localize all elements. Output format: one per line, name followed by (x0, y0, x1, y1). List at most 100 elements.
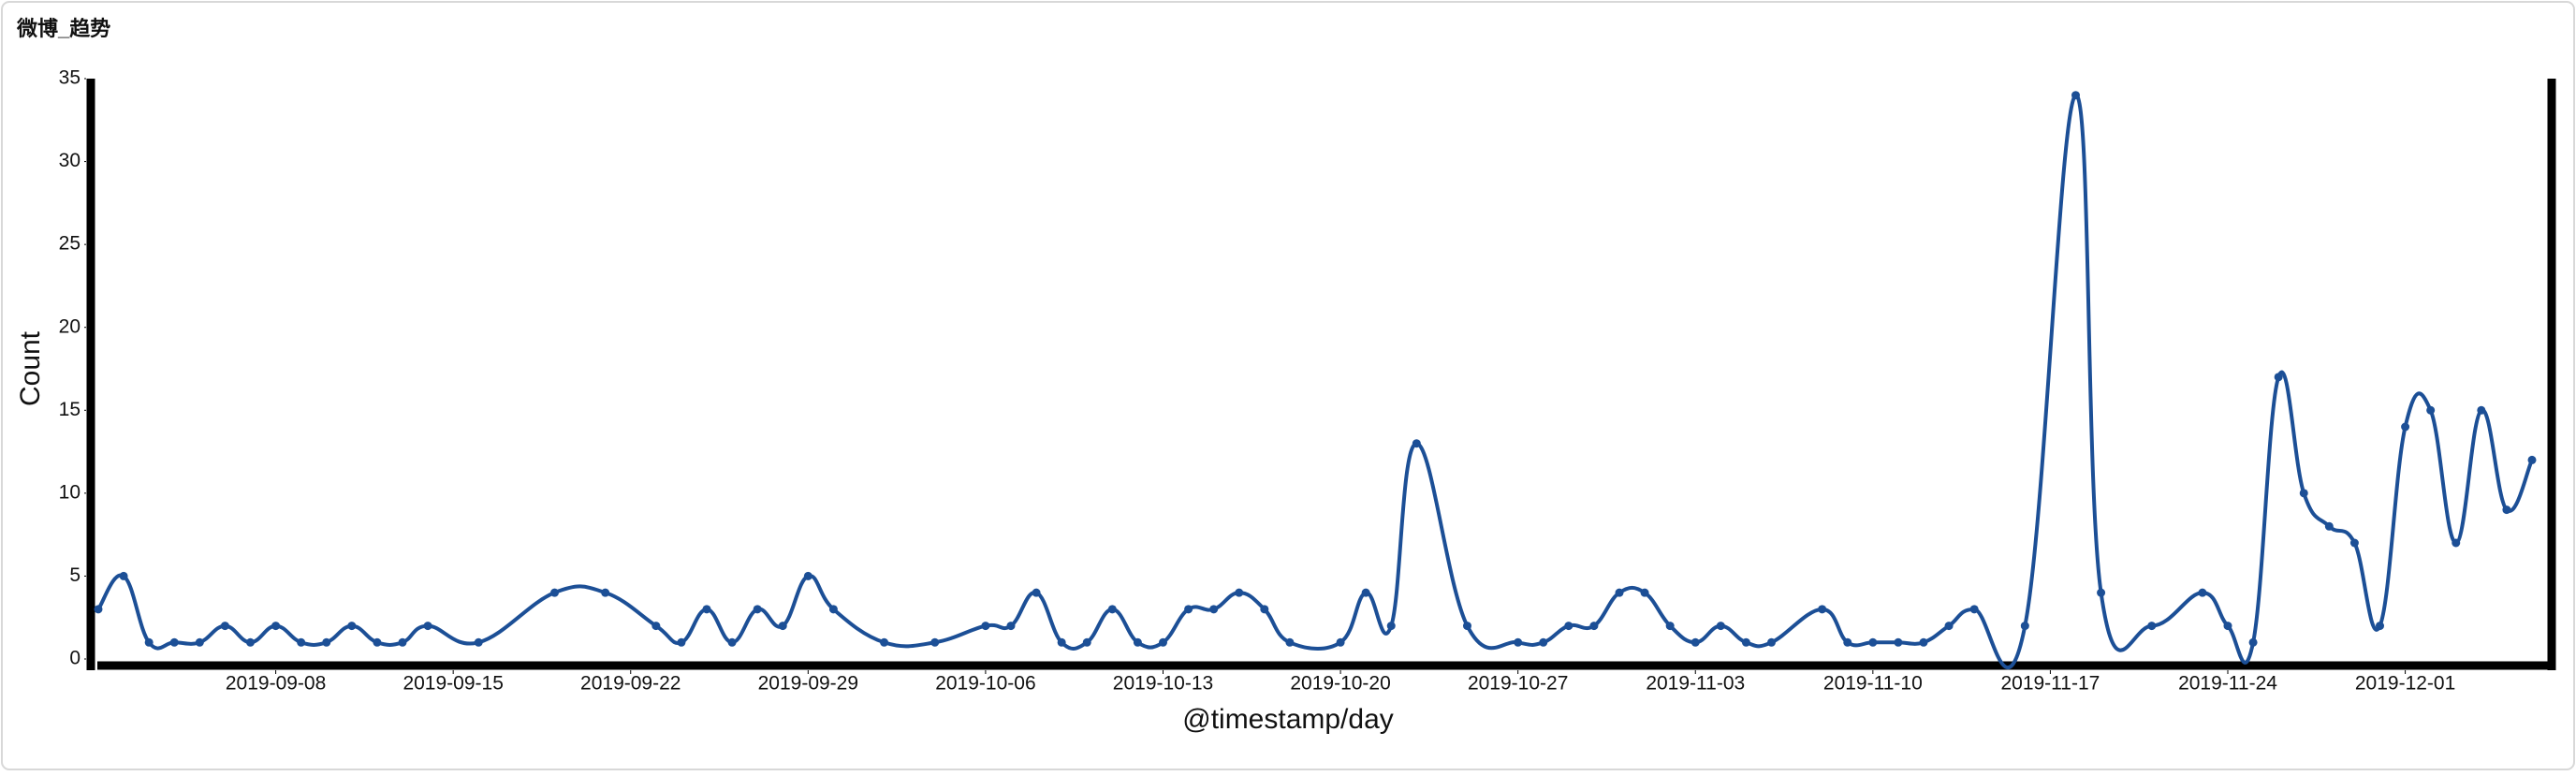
data-point (1082, 637, 1091, 647)
data-point (778, 622, 787, 631)
data-point (1919, 637, 1928, 647)
x-tick-label: 2019-09-29 (758, 673, 858, 695)
y-tick-label: 15 (59, 399, 80, 420)
data-point (2147, 622, 2157, 631)
data-point (1564, 622, 1573, 631)
data-point (1057, 637, 1066, 647)
data-point (803, 571, 812, 580)
data-point (702, 605, 711, 614)
data-point (119, 571, 128, 580)
data-point (601, 588, 610, 597)
data-point (727, 637, 737, 647)
data-point (2401, 422, 2410, 432)
data-point (677, 637, 686, 647)
data-point (2097, 588, 2106, 597)
data-point (2198, 588, 2207, 597)
data-point (322, 637, 331, 647)
x-tick-label: 2019-09-22 (580, 673, 681, 695)
data-point (246, 637, 255, 647)
data-point (550, 588, 559, 597)
data-point (1894, 637, 1903, 647)
x-tick-label: 2019-10-20 (1290, 673, 1390, 695)
data-point (1843, 637, 1852, 647)
y-tick-label: 20 (59, 315, 80, 337)
data-point (2376, 622, 2384, 631)
data-point (1184, 605, 1193, 614)
data-point (1386, 622, 1396, 631)
data-point (1690, 637, 1700, 647)
x-tick-label: 2019-11-17 (2000, 673, 2100, 695)
data-point (195, 637, 204, 647)
data-point (144, 637, 154, 647)
data-point (94, 605, 103, 614)
data-point (1716, 622, 1725, 631)
data-point (2452, 538, 2461, 548)
data-point (1969, 605, 1979, 614)
data-point (169, 637, 179, 647)
y-tick-label: 0 (69, 648, 80, 669)
data-point (1032, 588, 1041, 597)
data-point (2223, 622, 2232, 631)
data-point (2477, 405, 2486, 415)
y-axis-title: Count (15, 330, 46, 406)
data-point (1107, 605, 1117, 614)
data-point (373, 637, 382, 647)
data-point (1640, 588, 1649, 597)
x-axis-title: @timestamp/day (1182, 704, 1394, 735)
data-point (2299, 489, 2308, 498)
data-point (880, 637, 889, 647)
data-point (1209, 605, 1219, 614)
data-point (220, 622, 229, 631)
x-tick-label: 2019-12-01 (2355, 673, 2455, 695)
data-point (1944, 622, 1954, 631)
data-point (423, 622, 432, 631)
data-point (398, 637, 407, 647)
data-point (2248, 637, 2258, 647)
x-tick-label: 2019-11-03 (1646, 673, 1745, 695)
x-tick-label: 2019-11-10 (1823, 673, 1923, 695)
data-point (828, 605, 838, 614)
data-point (1463, 622, 1471, 631)
data-point (2502, 505, 2511, 515)
data-point (1412, 439, 1421, 448)
data-point (1514, 637, 1523, 647)
data-point (347, 622, 357, 631)
data-point (1285, 637, 1295, 647)
data-point (753, 605, 762, 614)
data-point (1868, 637, 1878, 647)
data-point (930, 637, 940, 647)
data-point (981, 622, 990, 631)
data-point (1336, 637, 1345, 647)
x-tick-label: 2019-11-24 (2178, 673, 2277, 695)
data-point (1539, 637, 1548, 647)
data-point (2020, 622, 2029, 631)
data-point (1361, 588, 1370, 597)
data-point (1235, 588, 1244, 597)
x-tick-label: 2019-09-08 (226, 673, 326, 695)
data-point (1615, 588, 1624, 597)
y-tick-label: 10 (59, 481, 80, 503)
data-point (2324, 521, 2334, 531)
data-point (1133, 637, 1142, 647)
data-point (1741, 637, 1750, 647)
data-point (2274, 373, 2283, 382)
data-point (651, 622, 661, 631)
x-tick-label: 2019-09-15 (402, 673, 503, 695)
data-point (271, 622, 281, 631)
data-point (1260, 605, 1269, 614)
data-point (474, 637, 483, 647)
y-tick-label: 25 (59, 233, 80, 255)
data-point (1818, 605, 1827, 614)
data-point (1665, 622, 1675, 631)
x-tick-label: 2019-10-27 (1468, 673, 1568, 695)
data-point (2527, 455, 2537, 464)
panel-title: 微博_趋势 (16, 17, 110, 40)
y-tick-label: 5 (69, 564, 80, 586)
data-point (1006, 622, 1016, 631)
data-point (1159, 637, 1167, 647)
data-point (2426, 405, 2436, 415)
y-tick-label: 35 (59, 67, 80, 89)
data-point (2349, 538, 2359, 548)
